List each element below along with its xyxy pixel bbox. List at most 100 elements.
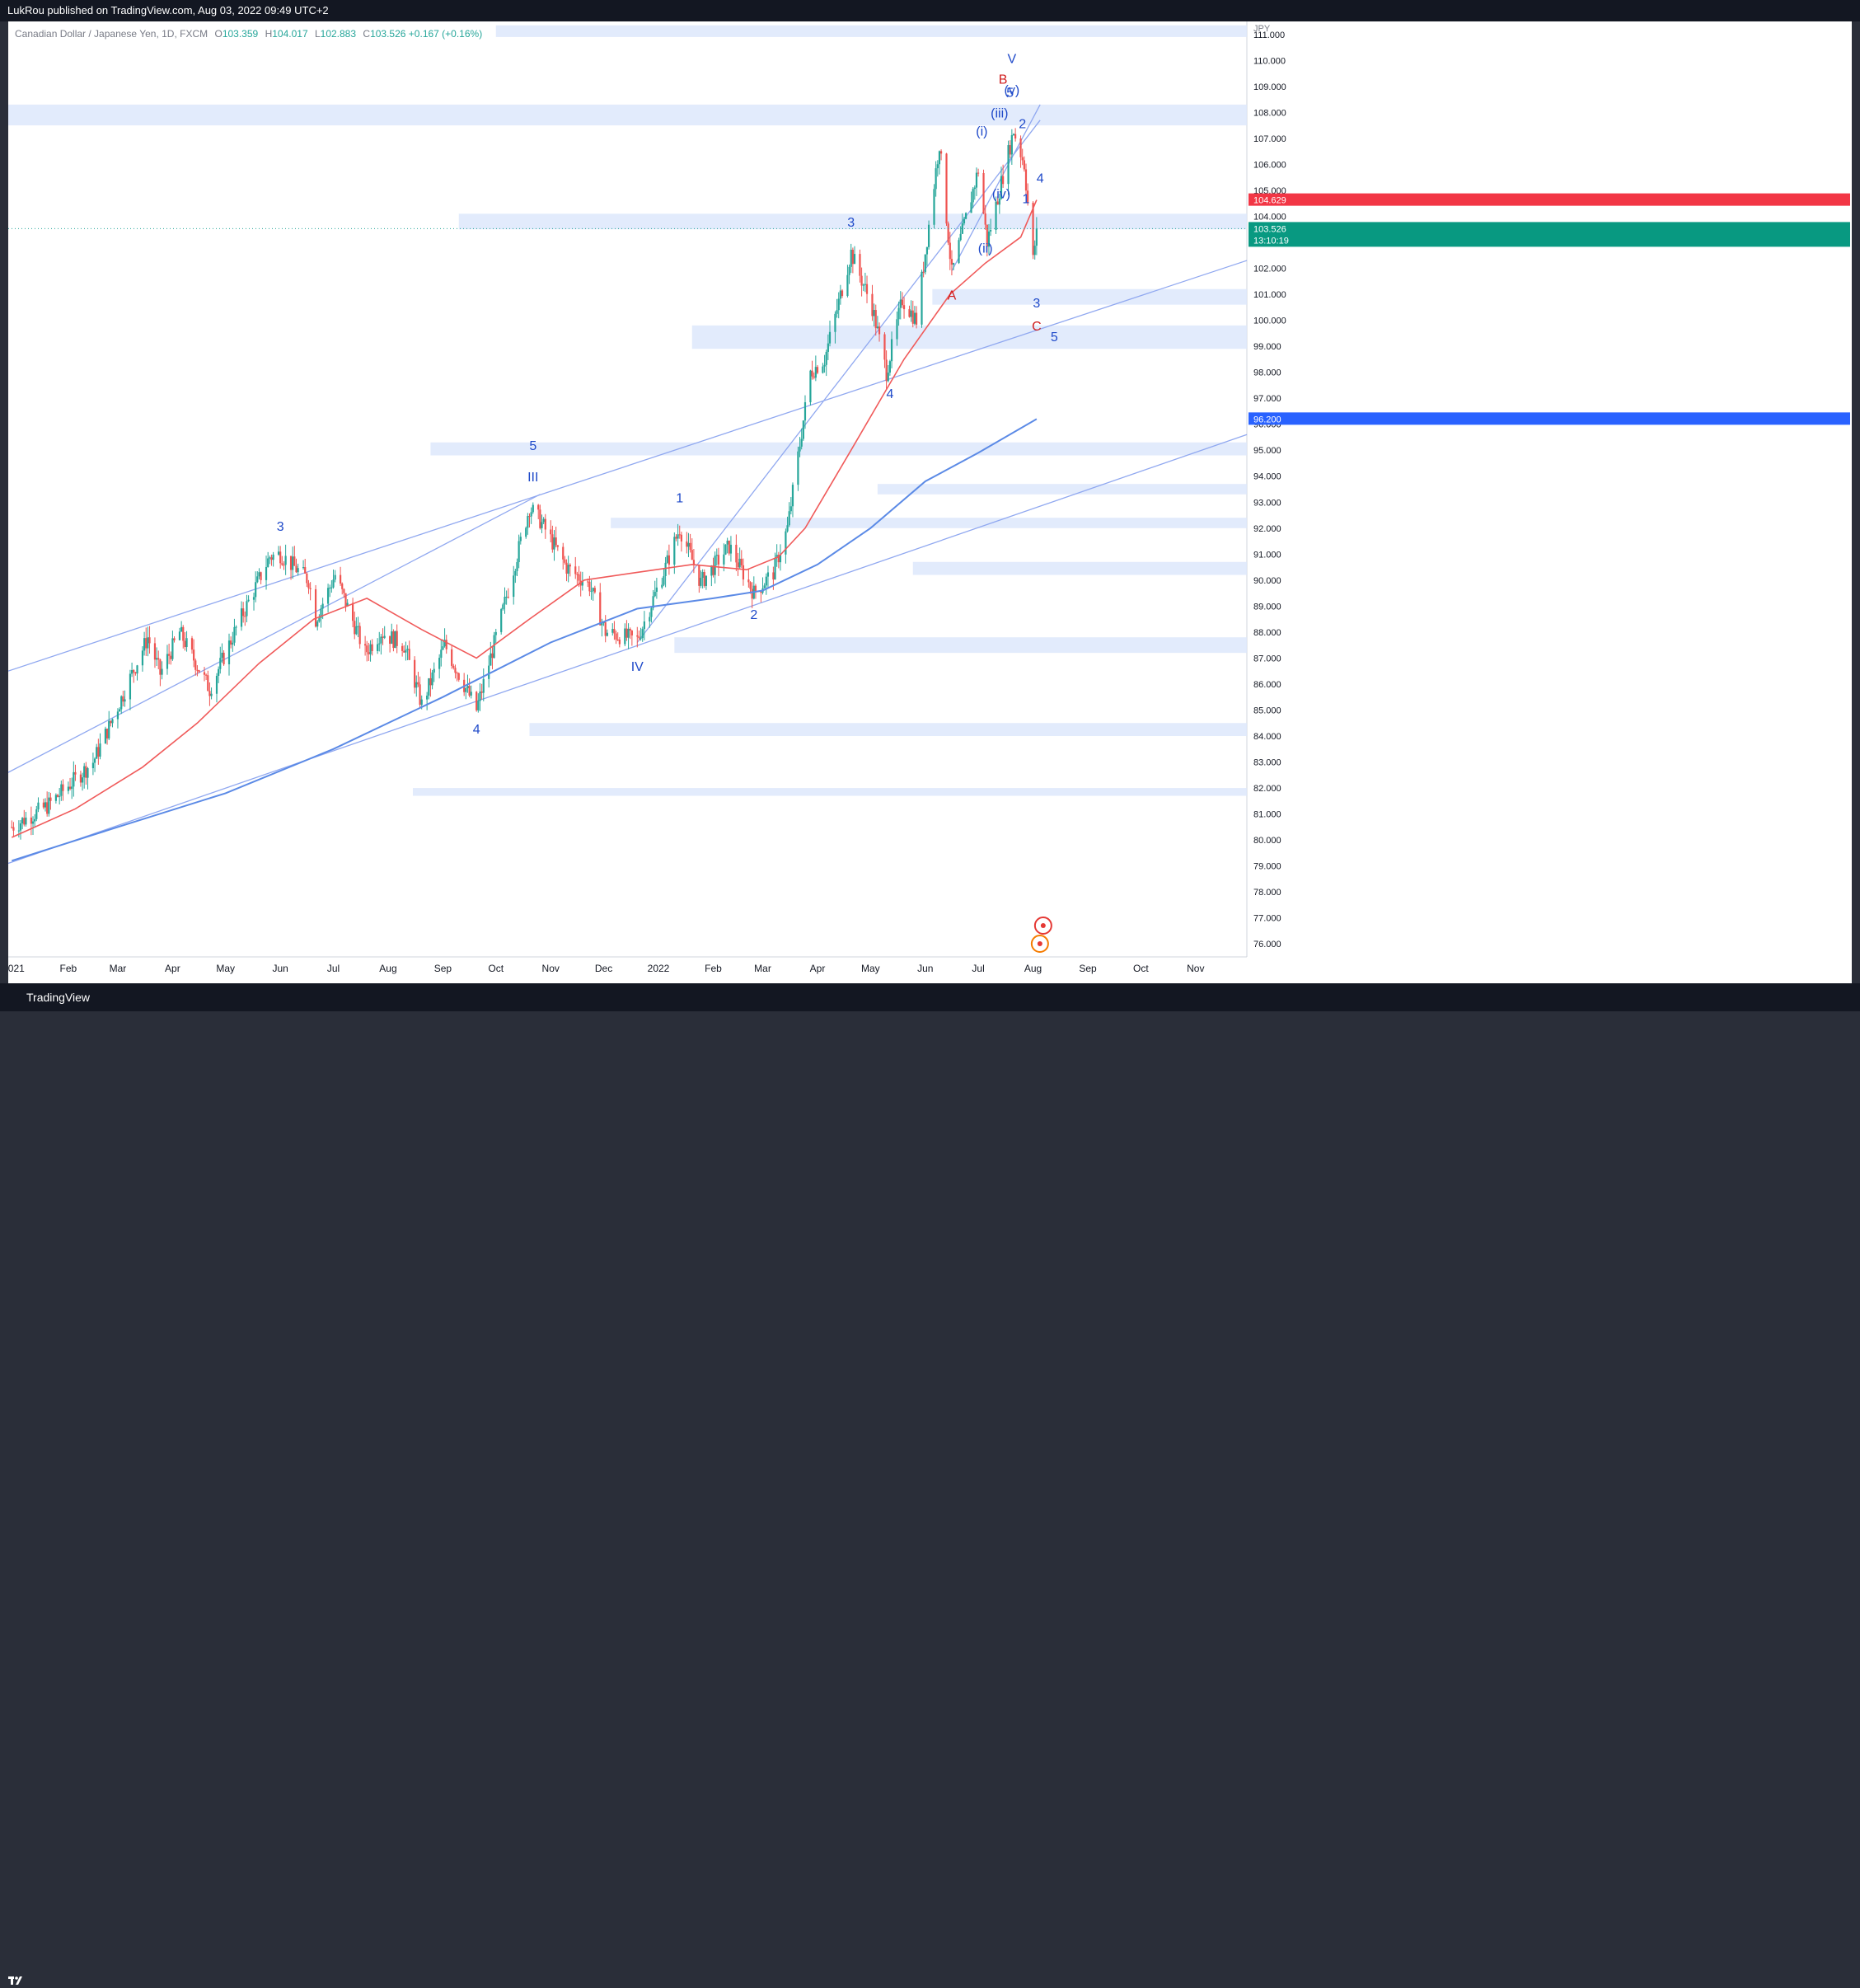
candle-body	[797, 451, 799, 485]
candle-body	[740, 558, 743, 565]
candle-body	[641, 629, 644, 639]
candle-body	[848, 266, 850, 275]
price-tick: 109.000	[1253, 82, 1286, 92]
candle-body	[68, 786, 72, 790]
candle-body	[56, 795, 59, 797]
candle-body	[527, 516, 529, 528]
chart-frame[interactable]: 3 4 5 III 1 IV 2 3 4 V B 5 (v) (iii) (i) 2 4 (iv) 1 (ii) A 3 C…	[8, 21, 1852, 983]
candle-body	[763, 585, 766, 588]
price-tick: 82.000	[1253, 784, 1281, 794]
candle-body	[687, 542, 690, 547]
candle-body	[638, 636, 640, 639]
high-value: 104.017	[272, 28, 308, 40]
price-tick: 88.000	[1253, 628, 1281, 638]
candle-body	[11, 827, 13, 828]
candle-body	[194, 660, 197, 670]
symbol-name: Canadian Dollar / Japanese Yen, 1D, FXCM	[15, 28, 208, 40]
candle-body	[982, 172, 985, 213]
candle-body	[156, 658, 158, 660]
wave-label-8: 4	[886, 387, 893, 401]
candle-body	[666, 555, 668, 563]
candle-body	[888, 361, 891, 373]
candle-body	[354, 621, 356, 635]
time-tick: Feb	[60, 963, 77, 974]
candle-body	[779, 554, 782, 563]
candle-body	[814, 367, 817, 378]
candle-body	[924, 254, 926, 273]
price-tag-0	[1249, 193, 1850, 206]
wave-label-12: (v)	[1005, 83, 1020, 97]
wave-label-3: III	[527, 471, 538, 485]
candle-body	[159, 659, 162, 675]
candle-body	[809, 370, 812, 403]
candle-body	[414, 659, 416, 688]
candle-body	[207, 675, 209, 692]
candle-body	[364, 644, 367, 646]
candle-body	[35, 809, 38, 819]
candle-body	[60, 784, 63, 796]
candle-body	[391, 631, 393, 645]
candle-body	[625, 628, 628, 638]
candle-body	[408, 649, 410, 660]
trendline-0	[8, 260, 1248, 672]
wave-label-11: 5	[1006, 86, 1014, 100]
candle-body	[161, 668, 163, 675]
candle-body	[933, 189, 935, 225]
candle-body	[321, 603, 324, 609]
candle-body	[314, 588, 317, 627]
candle-body	[428, 678, 430, 696]
candle-body	[334, 574, 336, 580]
candle-body	[804, 402, 807, 421]
time-tick: Dec	[595, 963, 612, 974]
candle-body	[996, 201, 999, 205]
candle-body	[452, 665, 455, 668]
candle-body	[936, 164, 939, 169]
wave-label-6: 2	[750, 608, 757, 622]
candle-body	[470, 692, 472, 696]
zone-5	[430, 442, 1247, 456]
candle-body	[921, 271, 923, 325]
candle-body	[775, 555, 778, 559]
candle-body	[654, 592, 656, 597]
candle-body	[836, 310, 838, 314]
candle-body	[136, 665, 138, 674]
candle-body	[293, 556, 296, 566]
candle-body	[846, 274, 849, 297]
candle-body	[516, 562, 518, 571]
candle-body	[643, 621, 645, 630]
candle-body	[640, 638, 642, 640]
price-tag-label-0: 104.629	[1253, 196, 1286, 206]
candle-body	[258, 572, 260, 577]
candle-body	[171, 638, 174, 659]
open-key: O	[214, 28, 223, 40]
candle-body	[180, 626, 183, 632]
candle-body	[724, 544, 727, 555]
candle-body	[972, 189, 974, 203]
candle-body	[686, 541, 688, 547]
candle-body	[493, 635, 495, 659]
candle-body	[655, 587, 658, 593]
candle-body	[1035, 228, 1038, 246]
close-key: C	[363, 28, 371, 40]
candle-body	[383, 635, 386, 638]
candle-body	[813, 376, 815, 378]
wave-label-15: 2	[1019, 117, 1026, 131]
candle-body	[896, 319, 898, 340]
candle-body	[166, 654, 169, 669]
candle-body	[62, 784, 64, 791]
candle-body	[542, 518, 545, 523]
candle-body	[465, 687, 467, 692]
time-tick: Jun	[917, 963, 933, 974]
candle-body	[332, 579, 335, 588]
open-value: 103.359	[222, 28, 259, 40]
price-tick: 85.000	[1253, 706, 1281, 715]
candle-body	[939, 151, 943, 154]
candle-body	[749, 582, 752, 589]
candle-body	[203, 672, 206, 675]
candle-body	[59, 795, 61, 797]
time-tick: Oct	[488, 963, 504, 974]
candle-body	[766, 572, 770, 577]
candle-body	[96, 747, 98, 759]
candle-body	[910, 310, 912, 317]
